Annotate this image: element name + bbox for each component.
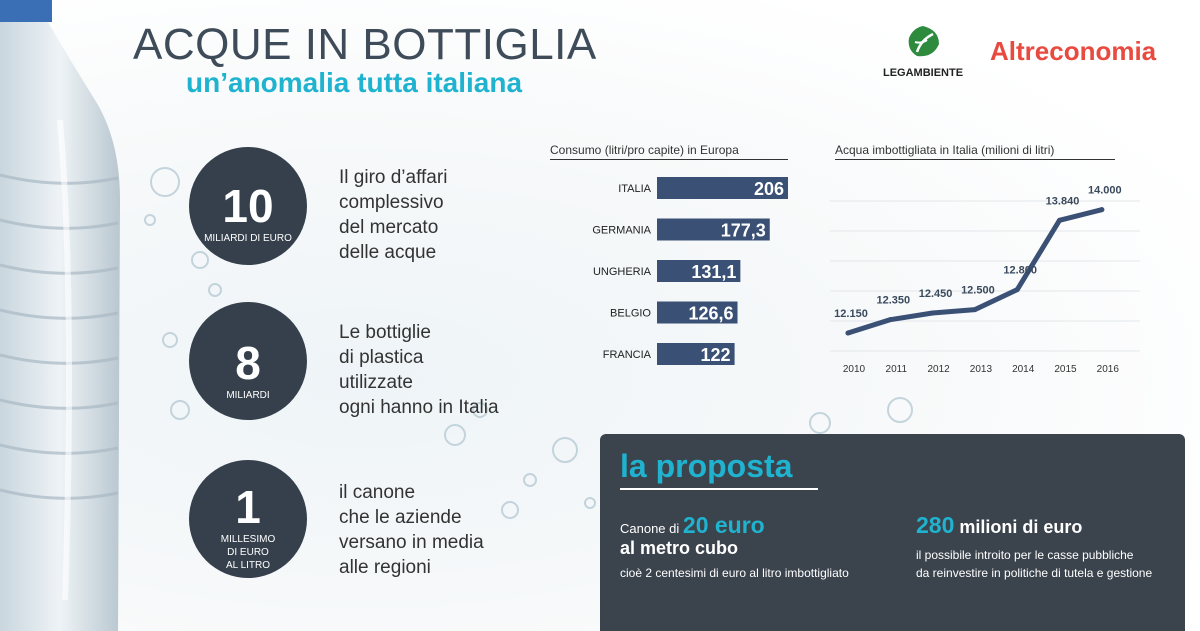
bar-category-label: FRANCIA xyxy=(603,349,652,361)
stat-text-fee: il canone che le aziende versano in medi… xyxy=(339,482,484,578)
data-point xyxy=(930,310,936,316)
bar xyxy=(657,177,788,199)
proposal-fee: Canone di 20 euro xyxy=(620,512,765,539)
stat-unit: MILLESIMO DI EURO AL LITRO xyxy=(220,534,276,571)
legambiente-logo: LEGAMBIENTE xyxy=(878,24,968,79)
x-tick-label: 2012 xyxy=(927,364,950,375)
stat-number: 1 xyxy=(235,481,261,533)
data-point-label: 13.840 xyxy=(1046,195,1080,207)
stat-number: 8 xyxy=(235,337,261,389)
proposal-title: la proposta xyxy=(620,448,793,484)
line-chart: 12.150 2010 12.350 2011 12.450 2012 12.500 2013… xyxy=(830,185,1140,375)
page-subtitle: un’anomalia tutta italiana xyxy=(186,67,523,98)
x-tick-label: 2011 xyxy=(886,364,908,375)
proposal-revenue-unit: milioni di euro xyxy=(959,517,1083,537)
proposal-fee-prefix: Canone di xyxy=(620,521,680,536)
x-tick-label: 2013 xyxy=(970,364,993,375)
bar-value-label: 126,6 xyxy=(688,304,733,324)
data-point-label: 12.800 xyxy=(1003,265,1037,277)
data-point xyxy=(1014,287,1020,293)
page-title: ACQUE IN BOTTIGLIA xyxy=(133,20,597,69)
bar-chart: ITALIA 206 GERMANIA 177,3 UNGHERIA 131,1 BELGI… xyxy=(592,177,788,365)
leaf-icon xyxy=(908,26,939,57)
proposal-revenue-amount: 280 xyxy=(916,512,955,538)
line-chart-title: Acqua imbottigliata in Italia (milioni d… xyxy=(835,143,1115,160)
bar-chart-title: Consumo (litri/pro capite) in Europa xyxy=(550,143,788,160)
bar xyxy=(657,260,741,282)
bar-value-label: 206 xyxy=(754,179,784,199)
proposal-revenue-note: il possibile introito per le casse pubbl… xyxy=(916,548,1153,580)
data-point xyxy=(1057,217,1062,223)
stat-unit: MILIARDI xyxy=(226,390,270,401)
bar-value-label: 131,1 xyxy=(691,262,736,282)
stat-circle-bottles: 8 MILIARDI xyxy=(189,302,307,420)
bar xyxy=(657,301,738,324)
x-tick-label: 2010 xyxy=(843,364,866,375)
stat-circle-fee: 1 MILLESIMO DI EURO AL LITRO xyxy=(189,460,307,578)
data-point-label: 14.000 xyxy=(1088,185,1122,197)
bar xyxy=(657,343,735,365)
proposal-fee-amount: 20 euro xyxy=(682,512,765,538)
proposal-fee-unit: al metro cubo xyxy=(620,538,739,558)
data-point-label: 12.500 xyxy=(961,285,995,297)
stat-text-turnover: Il giro d’affari complessivo del mercato… xyxy=(339,167,448,263)
stat-unit: MILIARDI DI EURO xyxy=(204,233,292,244)
proposal-revenue: 280 milioni di euro xyxy=(916,512,1082,539)
data-point xyxy=(887,317,893,323)
data-point xyxy=(972,307,978,313)
bar-category-label: UNGHERIA xyxy=(593,266,652,278)
series-line xyxy=(845,207,1105,336)
altreconomia-logo: Altreconomia xyxy=(990,36,1157,66)
legambiente-logo-text: LEGAMBIENTE xyxy=(882,67,964,79)
data-point xyxy=(845,330,851,336)
bar-value-label: 122 xyxy=(701,345,731,365)
stat-text-bottles: Le bottiglie di plastica utilizzate ogni… xyxy=(339,322,499,418)
data-point-label: 12.150 xyxy=(834,308,868,320)
x-tick-label: 2016 xyxy=(1097,364,1120,375)
bar-category-label: ITALIA xyxy=(618,183,651,195)
x-tick-label: 2014 xyxy=(1012,364,1035,375)
x-tick-label: 2015 xyxy=(1054,364,1077,375)
bar-value-label: 177,3 xyxy=(721,221,766,241)
stat-circle-turnover: 10 MILIARDI DI EURO xyxy=(189,147,307,265)
data-point xyxy=(1099,207,1105,213)
proposal-fee-note: cioè 2 centesimi di euro al litro imbott… xyxy=(620,566,849,580)
data-point-label: 12.350 xyxy=(876,295,910,307)
bar-category-label: GERMANIA xyxy=(592,225,651,237)
water-bottle-illustration xyxy=(0,0,120,631)
bar xyxy=(657,218,770,241)
proposal-panel: la proposta Canone di 20 euro al metro c… xyxy=(600,434,1185,631)
bar-category-label: BELGIO xyxy=(610,308,651,320)
proposal-title-underline xyxy=(620,488,818,490)
data-point-label: 12.450 xyxy=(919,288,953,300)
stat-number: 10 xyxy=(222,180,274,232)
